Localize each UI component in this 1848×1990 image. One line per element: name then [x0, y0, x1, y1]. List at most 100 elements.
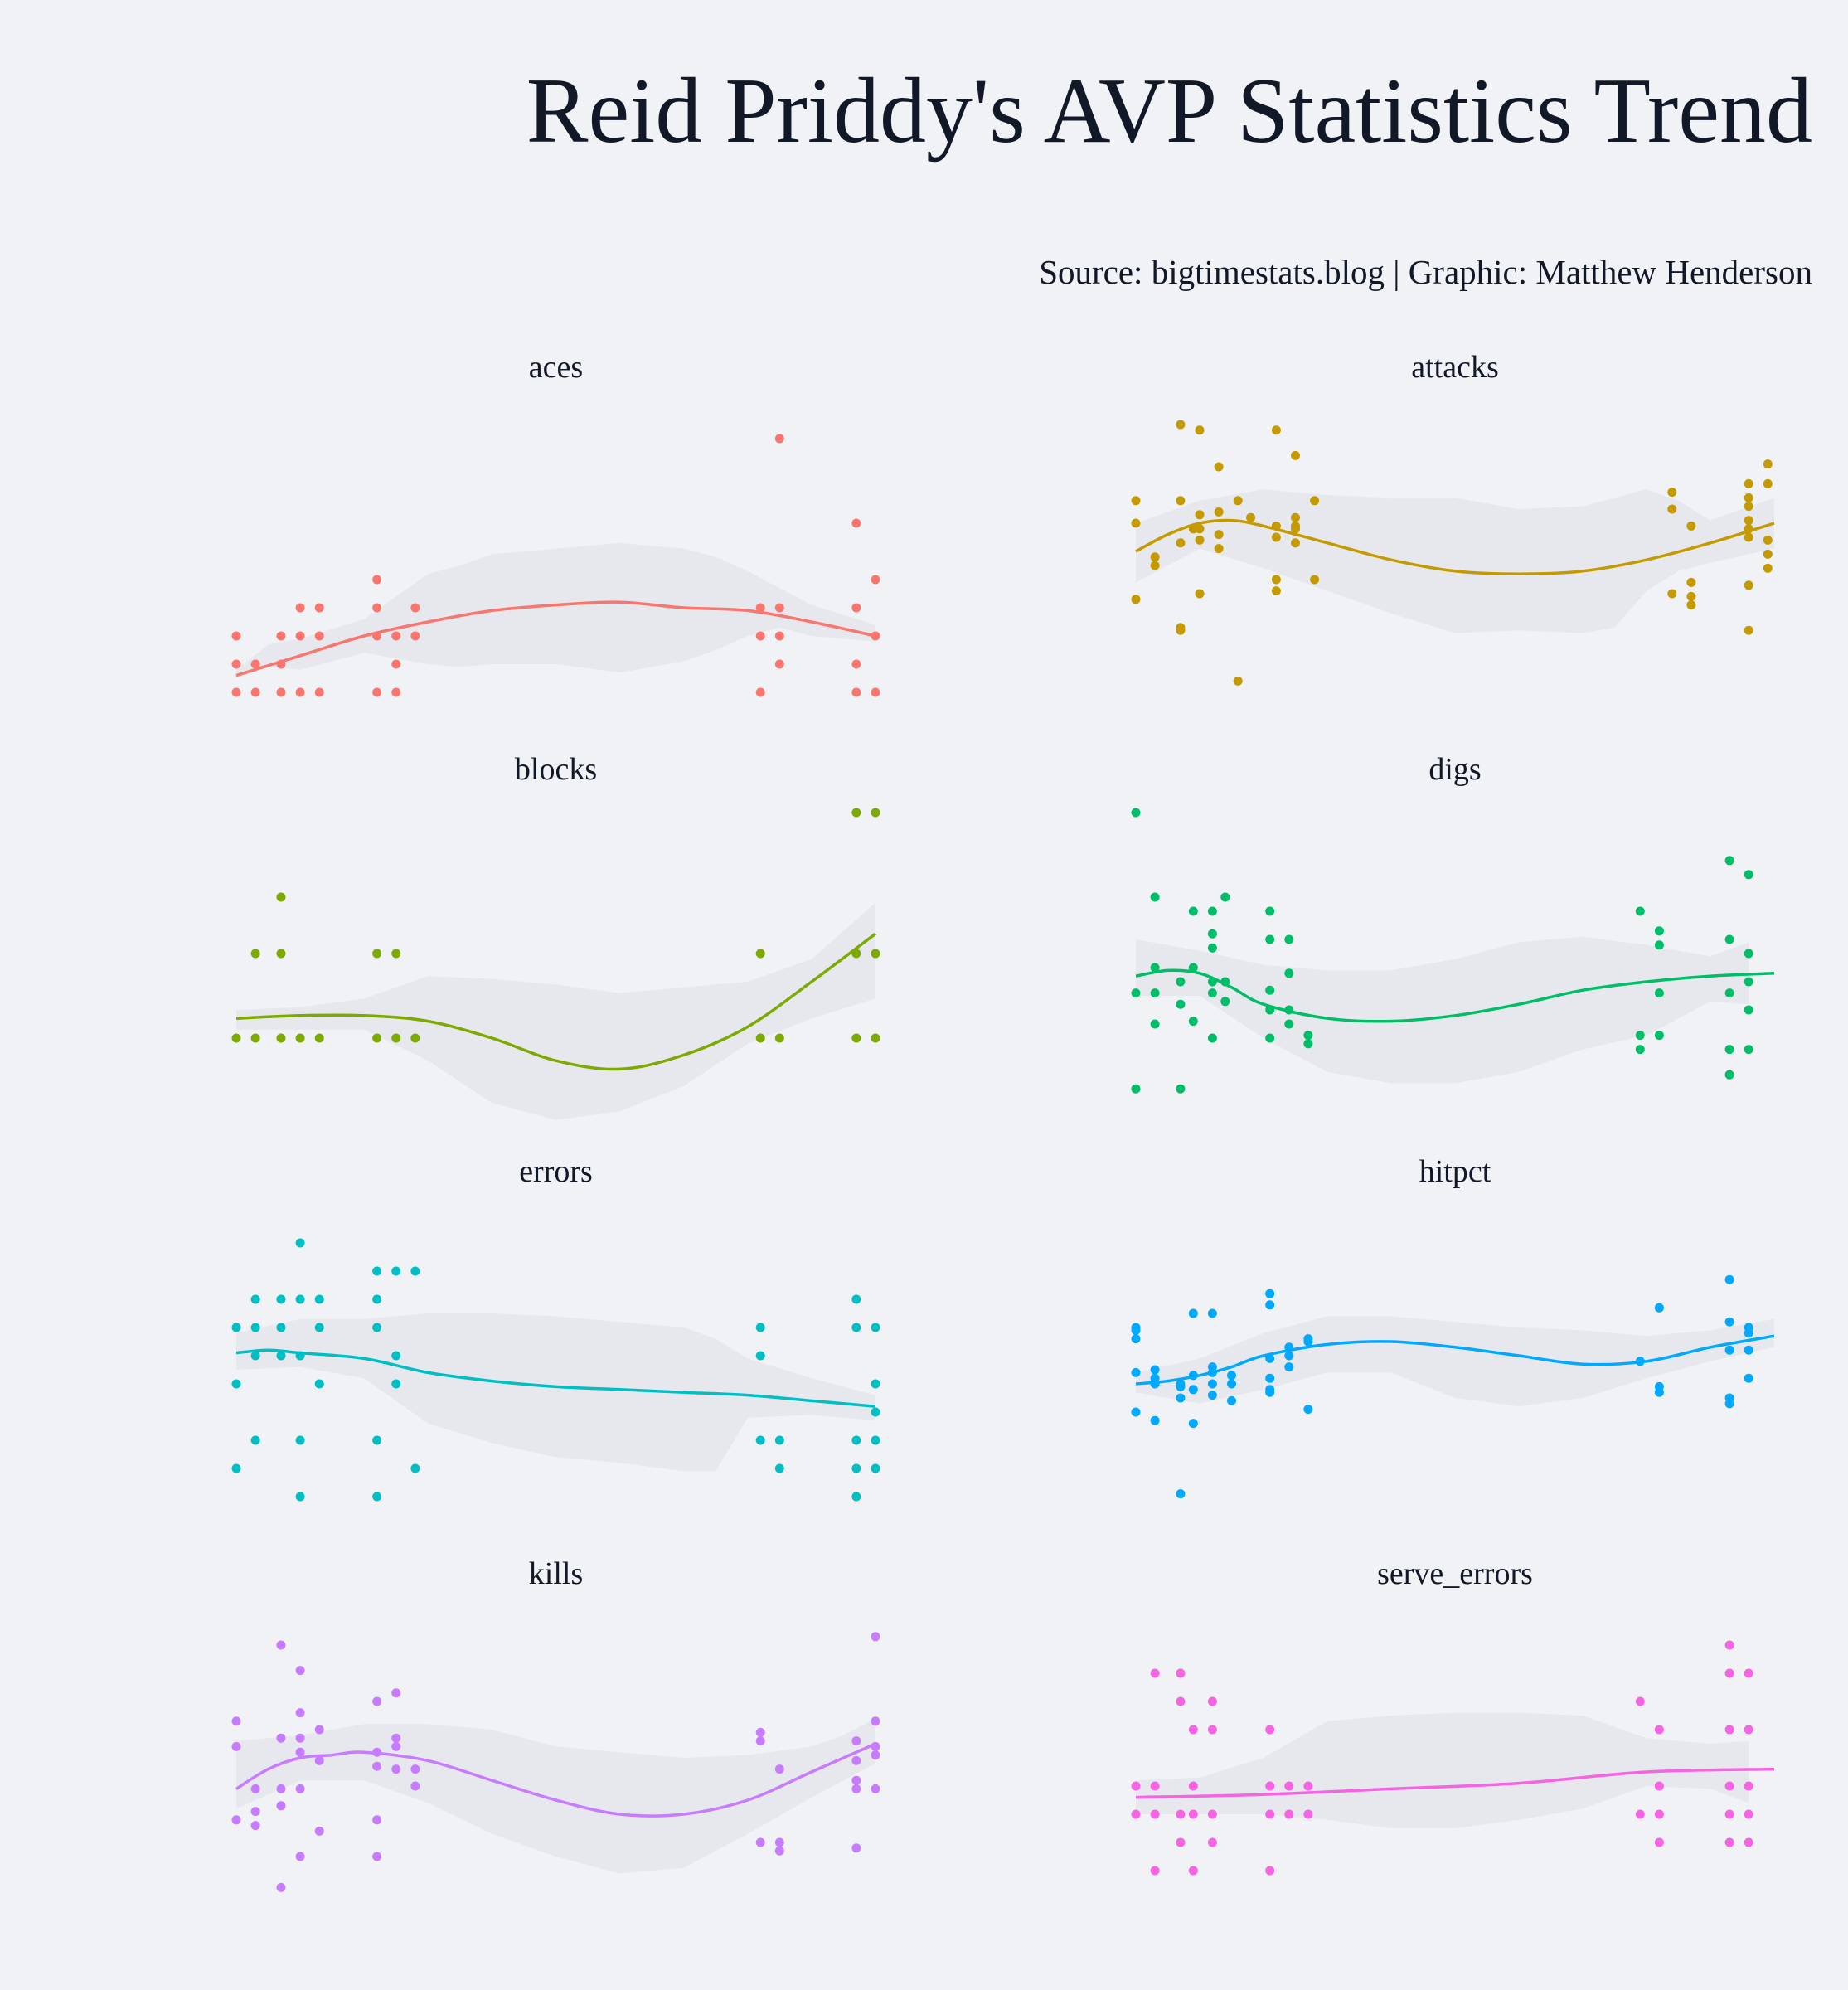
- data-point: [295, 1238, 305, 1248]
- data-point: [1188, 906, 1198, 916]
- data-point: [1131, 1809, 1141, 1819]
- data-point: [1150, 1415, 1160, 1425]
- data-point: [1188, 1725, 1198, 1735]
- data-point: [1284, 934, 1294, 944]
- data-point: [1763, 563, 1773, 573]
- data-point: [755, 1727, 765, 1737]
- data-point: [295, 1033, 305, 1043]
- data-point: [391, 1379, 401, 1389]
- facet-title: digs: [1428, 752, 1481, 787]
- data-point: [1744, 1373, 1753, 1383]
- data-point: [231, 659, 241, 669]
- data-point: [1265, 1300, 1275, 1310]
- data-point: [1131, 1781, 1141, 1791]
- data-point: [1763, 478, 1773, 488]
- data-point: [1724, 1640, 1734, 1650]
- data-point: [1654, 940, 1664, 950]
- data-point: [851, 1784, 861, 1793]
- data-point: [1150, 892, 1160, 902]
- data-point: [1195, 535, 1205, 545]
- confidence-band: [236, 902, 875, 1120]
- data-point: [1724, 1809, 1734, 1819]
- data-point: [372, 1294, 382, 1304]
- data-point: [1744, 1668, 1753, 1678]
- data-point: [1265, 906, 1275, 916]
- data-point: [1207, 1391, 1217, 1400]
- data-point: [755, 1736, 765, 1746]
- data-point: [1310, 496, 1320, 506]
- data-point: [1724, 1668, 1734, 1678]
- data-point: [276, 1733, 286, 1743]
- data-point: [250, 687, 260, 697]
- data-point: [231, 1815, 241, 1825]
- data-point: [774, 631, 784, 641]
- data-point: [1686, 591, 1696, 601]
- data-point: [1724, 1781, 1734, 1791]
- data-point: [871, 808, 880, 818]
- data-point: [1176, 1668, 1186, 1678]
- data-point: [755, 1837, 765, 1847]
- data-point: [231, 687, 241, 697]
- data-point: [1188, 1385, 1198, 1395]
- data-point: [871, 1632, 880, 1642]
- data-point: [314, 1755, 324, 1765]
- data-point: [276, 1294, 286, 1304]
- data-point: [391, 1033, 401, 1043]
- data-point: [1214, 530, 1224, 540]
- data-point: [1188, 1866, 1198, 1876]
- data-point: [1635, 1031, 1645, 1041]
- data-point: [851, 518, 861, 528]
- facet-blocks: blocks: [231, 752, 880, 1120]
- data-point: [1188, 1419, 1198, 1429]
- data-point: [1744, 502, 1753, 512]
- data-point: [295, 1492, 305, 1502]
- data-point: [1724, 988, 1734, 998]
- data-point: [1131, 1367, 1141, 1377]
- data-point: [1131, 808, 1141, 818]
- data-point: [1150, 1809, 1160, 1819]
- data-point: [1188, 1308, 1198, 1318]
- data-point: [1150, 1866, 1160, 1876]
- data-point: [1744, 580, 1753, 590]
- data-point: [1303, 1039, 1313, 1049]
- data-point: [1207, 1033, 1217, 1043]
- data-point: [1207, 929, 1217, 939]
- data-point: [851, 808, 861, 818]
- data-point: [774, 1435, 784, 1445]
- trend-line: [235, 932, 877, 1071]
- data-point: [1150, 1668, 1160, 1678]
- facet-serve-errors: serve_errors: [1131, 1556, 1775, 1876]
- data-point: [1744, 1005, 1753, 1015]
- data-point: [774, 1846, 784, 1856]
- data-point: [276, 892, 286, 902]
- data-point: [1686, 577, 1696, 587]
- data-point: [851, 1775, 861, 1785]
- data-point: [1265, 1809, 1275, 1819]
- data-point: [314, 1379, 324, 1389]
- data-point: [1654, 926, 1664, 936]
- data-point: [1654, 988, 1664, 998]
- data-point: [250, 1033, 260, 1043]
- facet-title: errors: [519, 1154, 593, 1189]
- data-point: [391, 659, 401, 669]
- data-point: [1176, 999, 1186, 1009]
- data-point: [1207, 943, 1217, 953]
- data-point: [1291, 512, 1300, 522]
- data-point: [231, 631, 241, 641]
- data-point: [1724, 856, 1734, 866]
- trend-line: [235, 600, 876, 677]
- data-point: [314, 1294, 324, 1304]
- confidence-band: [1136, 489, 1774, 633]
- data-point: [871, 949, 880, 959]
- facet-title: hitpct: [1419, 1154, 1491, 1189]
- data-point: [1176, 1809, 1186, 1819]
- data-point: [391, 1351, 401, 1361]
- data-point: [774, 1764, 784, 1774]
- facet-title: serve_errors: [1377, 1556, 1533, 1591]
- data-point: [1233, 676, 1243, 686]
- data-point: [1744, 977, 1753, 987]
- data-point: [250, 1784, 260, 1793]
- data-point: [372, 603, 382, 613]
- data-point: [1131, 1084, 1141, 1094]
- data-point: [372, 1815, 382, 1825]
